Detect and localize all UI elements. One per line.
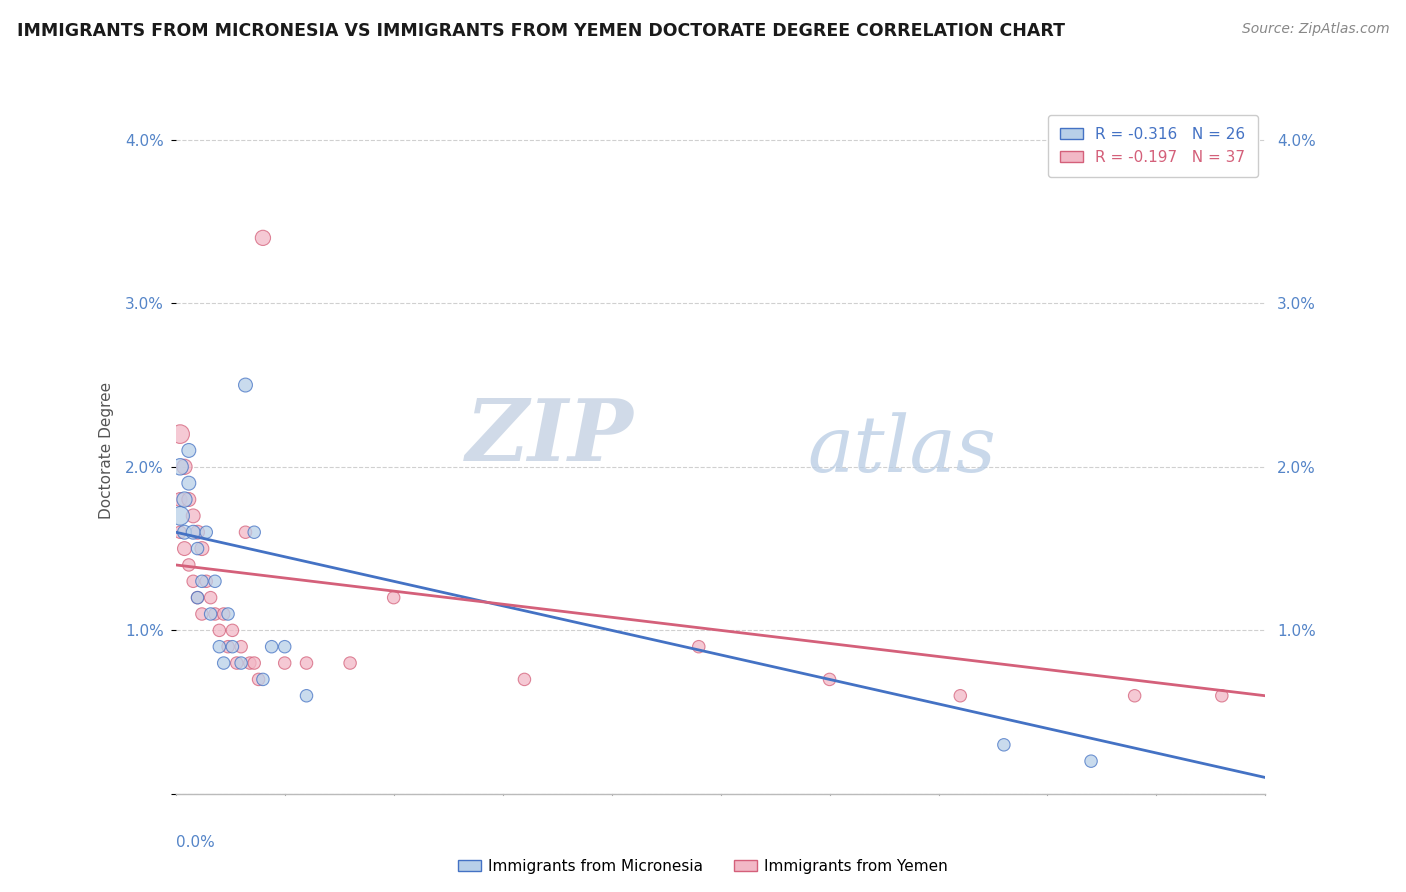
Point	[177, 492, 200, 507]
Point	[231, 656, 253, 670]
Point	[252, 231, 274, 245]
Point	[212, 607, 235, 621]
Point	[295, 656, 318, 670]
Point	[177, 443, 200, 458]
Point	[204, 607, 226, 621]
Point	[260, 640, 283, 654]
Point	[295, 689, 318, 703]
Point	[169, 427, 191, 442]
Point	[212, 656, 235, 670]
Point	[235, 525, 257, 540]
Point	[195, 574, 218, 589]
Point	[274, 640, 297, 654]
Point	[382, 591, 405, 605]
Text: 0.0%: 0.0%	[176, 835, 215, 850]
Point	[191, 607, 214, 621]
Point	[247, 673, 270, 687]
Point	[221, 624, 243, 638]
Point	[339, 656, 361, 670]
Legend: R = -0.316   N = 26, R = -0.197   N = 37: R = -0.316 N = 26, R = -0.197 N = 37	[1047, 115, 1258, 177]
Point	[186, 591, 209, 605]
Point	[186, 525, 209, 540]
Point	[243, 525, 266, 540]
Point	[217, 607, 239, 621]
Point	[177, 476, 200, 491]
Point	[186, 591, 209, 605]
Point	[204, 574, 226, 589]
Text: atlas: atlas	[807, 412, 997, 489]
Point	[231, 640, 253, 654]
Point	[1211, 689, 1233, 703]
Point	[181, 574, 204, 589]
Point	[217, 640, 239, 654]
Point	[177, 558, 200, 572]
Point	[225, 656, 247, 670]
Point	[173, 541, 195, 556]
Point	[173, 525, 195, 540]
Point	[173, 492, 195, 507]
Point	[208, 640, 231, 654]
Text: ZIP: ZIP	[465, 395, 633, 478]
Point	[169, 525, 191, 540]
Point	[274, 656, 297, 670]
Point	[195, 525, 218, 540]
Point	[181, 508, 204, 523]
Point	[949, 689, 972, 703]
Point	[1080, 754, 1102, 768]
Point	[688, 640, 710, 654]
Point	[239, 656, 262, 670]
Point	[221, 640, 243, 654]
Point	[186, 541, 209, 556]
Point	[208, 624, 231, 638]
Legend: Immigrants from Micronesia, Immigrants from Yemen: Immigrants from Micronesia, Immigrants f…	[451, 853, 955, 880]
Point	[235, 378, 257, 392]
Point	[191, 541, 214, 556]
Y-axis label: Doctorate Degree: Doctorate Degree	[98, 382, 114, 519]
Point	[200, 607, 222, 621]
Point	[169, 459, 191, 474]
Point	[191, 574, 214, 589]
Point	[993, 738, 1015, 752]
Point	[513, 673, 536, 687]
Point	[252, 673, 274, 687]
Point	[1123, 689, 1146, 703]
Text: IMMIGRANTS FROM MICRONESIA VS IMMIGRANTS FROM YEMEN DOCTORATE DEGREE CORRELATION: IMMIGRANTS FROM MICRONESIA VS IMMIGRANTS…	[17, 22, 1064, 40]
Point	[243, 656, 266, 670]
Text: Source: ZipAtlas.com: Source: ZipAtlas.com	[1241, 22, 1389, 37]
Point	[200, 591, 222, 605]
Point	[169, 508, 191, 523]
Point	[173, 459, 195, 474]
Point	[818, 673, 841, 687]
Point	[181, 525, 204, 540]
Point	[169, 492, 191, 507]
